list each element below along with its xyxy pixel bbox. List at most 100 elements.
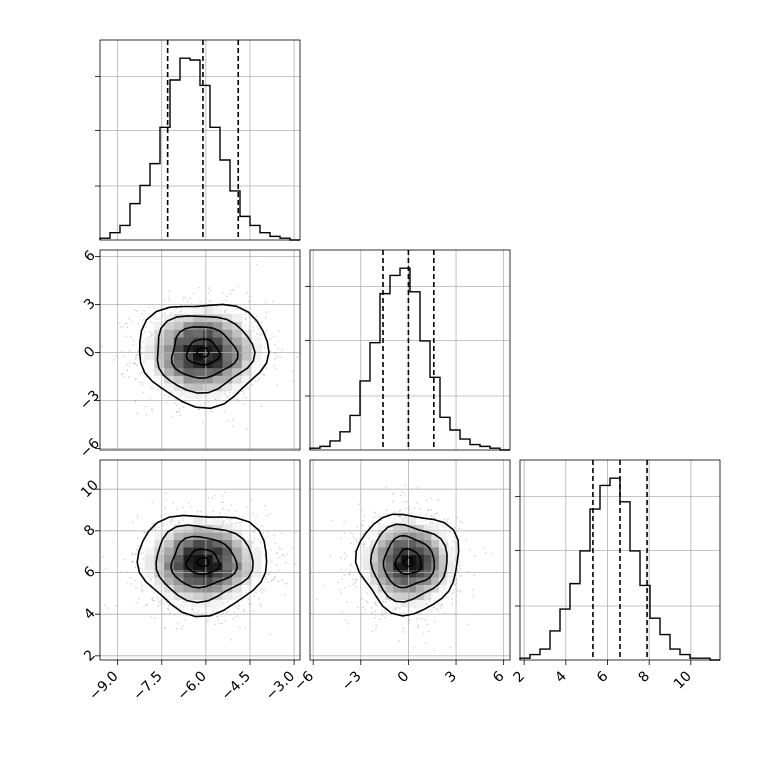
density-cell bbox=[241, 360, 252, 369]
density-cell bbox=[251, 337, 262, 346]
sample-point bbox=[225, 396, 228, 398]
density-cell bbox=[222, 337, 233, 346]
bottom-p0-xtick-label: −6.0 bbox=[175, 668, 210, 703]
density-cell bbox=[212, 321, 223, 330]
density-cell bbox=[202, 352, 213, 361]
sample-point bbox=[482, 547, 485, 549]
sample-point bbox=[458, 527, 461, 530]
density-cell bbox=[164, 367, 175, 376]
sample-point bbox=[202, 421, 204, 424]
sample-point bbox=[101, 345, 103, 348]
sample-point bbox=[255, 263, 258, 266]
density-cell bbox=[183, 539, 194, 548]
density-cell bbox=[241, 337, 252, 346]
sample-point bbox=[398, 510, 401, 513]
sample-point bbox=[177, 410, 180, 413]
sample-point bbox=[162, 304, 164, 307]
sample-point bbox=[285, 561, 287, 564]
sample-point bbox=[148, 331, 150, 333]
sample-point bbox=[129, 577, 132, 579]
density-cell bbox=[193, 577, 204, 585]
density-cell bbox=[212, 517, 223, 525]
density-cell bbox=[164, 314, 175, 323]
sample-point bbox=[126, 363, 129, 366]
density-cell bbox=[202, 554, 213, 563]
sample-point bbox=[262, 532, 265, 534]
sample-point bbox=[362, 533, 364, 536]
sample-point bbox=[355, 586, 358, 588]
sample-point bbox=[273, 578, 275, 581]
sample-point bbox=[134, 379, 137, 381]
sample-point bbox=[251, 542, 254, 544]
density-cell bbox=[173, 344, 184, 353]
sample-point bbox=[230, 504, 233, 506]
sample-point bbox=[402, 611, 405, 614]
density-cell bbox=[193, 383, 204, 392]
sample-point bbox=[166, 402, 168, 404]
sample-point bbox=[268, 311, 270, 313]
density-cell bbox=[232, 569, 243, 578]
density-cell bbox=[222, 539, 233, 548]
sample-point bbox=[446, 541, 449, 544]
sample-point bbox=[473, 574, 476, 576]
sample-point bbox=[393, 493, 395, 496]
sample-point bbox=[221, 292, 224, 294]
density-cell bbox=[446, 554, 455, 563]
density-cell bbox=[154, 532, 165, 540]
sample-point bbox=[134, 363, 136, 366]
sample-point bbox=[269, 633, 271, 635]
density-cell bbox=[164, 562, 175, 570]
sample-point bbox=[366, 592, 368, 594]
sample-point bbox=[150, 616, 153, 618]
sample-point bbox=[273, 365, 276, 367]
sample-point bbox=[128, 317, 130, 320]
sample-point bbox=[248, 300, 250, 303]
sample-point bbox=[356, 578, 359, 581]
sample-point bbox=[379, 618, 381, 620]
sample-point bbox=[208, 300, 211, 303]
density-cell bbox=[232, 375, 243, 384]
sample-point bbox=[264, 301, 267, 304]
sample-point bbox=[259, 603, 262, 605]
sample-point bbox=[430, 497, 432, 500]
sample-point bbox=[340, 568, 342, 571]
sample-point bbox=[404, 484, 406, 487]
density-cell bbox=[202, 532, 213, 540]
sample-point bbox=[206, 515, 209, 517]
density-cell bbox=[164, 547, 175, 555]
sample-point bbox=[130, 583, 133, 585]
sample-point bbox=[347, 622, 349, 625]
bottom-p0-xtick-label: −9.0 bbox=[86, 668, 121, 703]
density-cell bbox=[202, 517, 213, 525]
density-cell bbox=[232, 532, 243, 540]
sample-point bbox=[181, 517, 183, 519]
sample-point bbox=[193, 611, 195, 614]
sample-point bbox=[276, 355, 279, 358]
sample-point bbox=[211, 609, 214, 612]
sample-point bbox=[179, 414, 182, 417]
density-cell bbox=[241, 321, 252, 330]
sample-point bbox=[439, 604, 441, 607]
sample-point bbox=[459, 568, 462, 571]
density-cell bbox=[251, 577, 262, 585]
density-cell bbox=[164, 321, 175, 330]
density-cell bbox=[400, 577, 409, 585]
hist-1-outline bbox=[309, 267, 510, 451]
sample-point bbox=[378, 515, 381, 518]
sample-point bbox=[345, 619, 347, 621]
sample-point bbox=[220, 501, 223, 504]
sample-point bbox=[429, 522, 432, 524]
density-cell bbox=[251, 344, 262, 353]
density-cell bbox=[408, 517, 417, 525]
density-cell bbox=[183, 517, 194, 525]
density-cell bbox=[251, 554, 262, 563]
sample-point bbox=[371, 521, 374, 523]
sample-point bbox=[150, 320, 152, 323]
density-cell bbox=[154, 562, 165, 570]
sample-point bbox=[406, 500, 409, 503]
sample-point bbox=[251, 609, 254, 612]
sample-point bbox=[153, 369, 155, 371]
sample-point bbox=[456, 588, 458, 590]
density-cell bbox=[241, 532, 252, 540]
sample-point bbox=[352, 536, 355, 539]
